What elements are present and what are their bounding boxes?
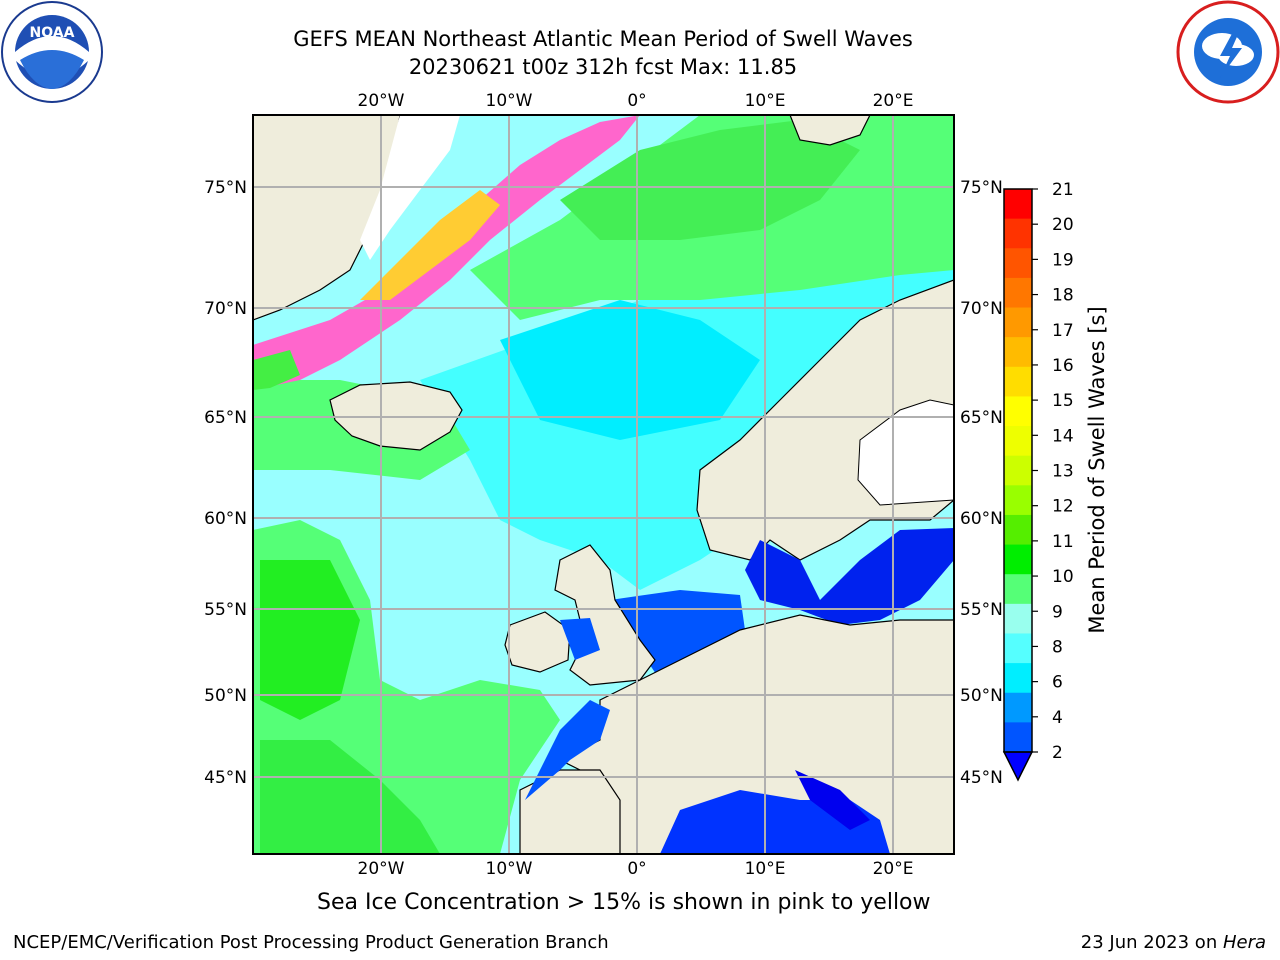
colorbar-segment xyxy=(1004,366,1032,397)
colorbar-segment xyxy=(1004,218,1032,249)
lat-label-right: 50°N xyxy=(960,686,1003,706)
colorbar-segment xyxy=(1004,307,1032,338)
colorbar-tick-label: 21 xyxy=(1052,180,1074,200)
colorbar xyxy=(1002,188,1034,782)
colorbar-segment xyxy=(1004,337,1032,368)
lat-label-left: 45°N xyxy=(204,768,247,788)
lat-label-left: 50°N xyxy=(204,686,247,706)
colorbar-ticks: 21 20 19 18 17 16 15 14 13 12 11 10 9 8 6 4 2 xyxy=(1032,180,1074,763)
chart-subtitle: 20230621 t00z 312h fcst Max: 11.85 xyxy=(408,55,798,79)
lon-label-top: 0° xyxy=(627,91,646,111)
colorbar-segment xyxy=(1004,514,1032,546)
lat-label-right: 55°N xyxy=(960,600,1003,620)
nws-logo xyxy=(1176,0,1280,104)
lat-label-left: 60°N xyxy=(204,509,247,529)
footer-credit: NCEP/EMC/Verification Post Processing Pr… xyxy=(13,932,609,953)
lon-label-bottom: 10°W xyxy=(486,859,533,879)
colorbar-segment xyxy=(1004,722,1032,753)
lat-label-right: 45°N xyxy=(960,768,1003,788)
footer-date-text: 23 Jun 2023 on xyxy=(1080,932,1223,953)
colorbar-tick-label: 14 xyxy=(1052,426,1074,446)
footer-date: 23 Jun 2023 on Hera xyxy=(1081,932,1266,953)
lon-label-bottom: 20°W xyxy=(358,859,405,879)
colorbar-segment xyxy=(1004,603,1032,634)
lon-label-top: 10°E xyxy=(745,91,786,111)
footer-host: Hera xyxy=(1222,932,1266,953)
colorbar-tick-label: 17 xyxy=(1052,321,1074,341)
colorbar-segment xyxy=(1004,396,1032,427)
colorbar-segment xyxy=(1004,277,1032,309)
colorbar-extend-arrow xyxy=(1002,751,1034,782)
colorbar-tick-label: 12 xyxy=(1052,497,1074,517)
colorbar-tick-label: 10 xyxy=(1052,567,1074,587)
colorbar-tick-label: 15 xyxy=(1052,391,1074,411)
map-field xyxy=(253,115,954,854)
colorbar-tick-label: 16 xyxy=(1052,356,1074,376)
lon-label-top: 20°E xyxy=(873,91,914,111)
lon-label-bottom: 20°E xyxy=(873,859,914,879)
lon-label-top: 10°W xyxy=(486,91,533,111)
colorbar-tick-label: 20 xyxy=(1052,215,1074,235)
colorbar-tick-label: 9 xyxy=(1052,602,1063,622)
colorbar-segment xyxy=(1004,692,1032,723)
colorbar-tick-label: 8 xyxy=(1052,637,1063,657)
lat-label-right: 70°N xyxy=(960,299,1003,319)
colorbar-tick-label: 19 xyxy=(1052,250,1074,270)
colorbar-tick-label: 6 xyxy=(1052,673,1063,693)
colorbar-segment xyxy=(1004,663,1032,694)
lat-label-left: 70°N xyxy=(204,299,247,319)
lat-label-left: 65°N xyxy=(204,408,247,428)
colorbar-segment xyxy=(1004,426,1032,457)
lat-label-right: 75°N xyxy=(960,178,1003,198)
noaa-logo: NOAA xyxy=(1,1,103,103)
lat-label-left: 75°N xyxy=(204,178,247,198)
colorbar-segment xyxy=(1004,544,1032,575)
colorbar-segment xyxy=(1004,574,1032,605)
lon-label-bottom: 0° xyxy=(627,859,646,879)
colorbar-segment xyxy=(1004,633,1032,664)
colorbar-segment xyxy=(1004,248,1032,279)
lat-label-right: 60°N xyxy=(960,509,1003,529)
colorbar-segment xyxy=(1004,485,1032,516)
lon-label-bottom: 10°E xyxy=(745,859,786,879)
colorbar-segment xyxy=(1004,455,1032,486)
colorbar-tick-label: 4 xyxy=(1052,708,1063,728)
lat-label-right: 65°N xyxy=(960,408,1003,428)
lat-label-left: 55°N xyxy=(204,600,247,620)
colorbar-segment xyxy=(1004,189,1032,220)
colorbar-title: Mean Period of Swell Waves [s] xyxy=(1085,306,1109,634)
map-frame xyxy=(252,114,955,855)
sea-ice-caption: Sea Ice Concentration > 15% is shown in … xyxy=(317,890,931,915)
colorbar-tick-label: 2 xyxy=(1052,743,1063,763)
svg-text:NOAA: NOAA xyxy=(30,25,75,41)
lon-label-top: 20°W xyxy=(358,91,405,111)
colorbar-tick-label: 18 xyxy=(1052,286,1074,306)
colorbar-tick-label: 13 xyxy=(1052,462,1074,482)
colorbar-tick-label: 11 xyxy=(1052,532,1074,552)
chart-title: GEFS MEAN Northeast Atlantic Mean Period… xyxy=(293,27,913,51)
